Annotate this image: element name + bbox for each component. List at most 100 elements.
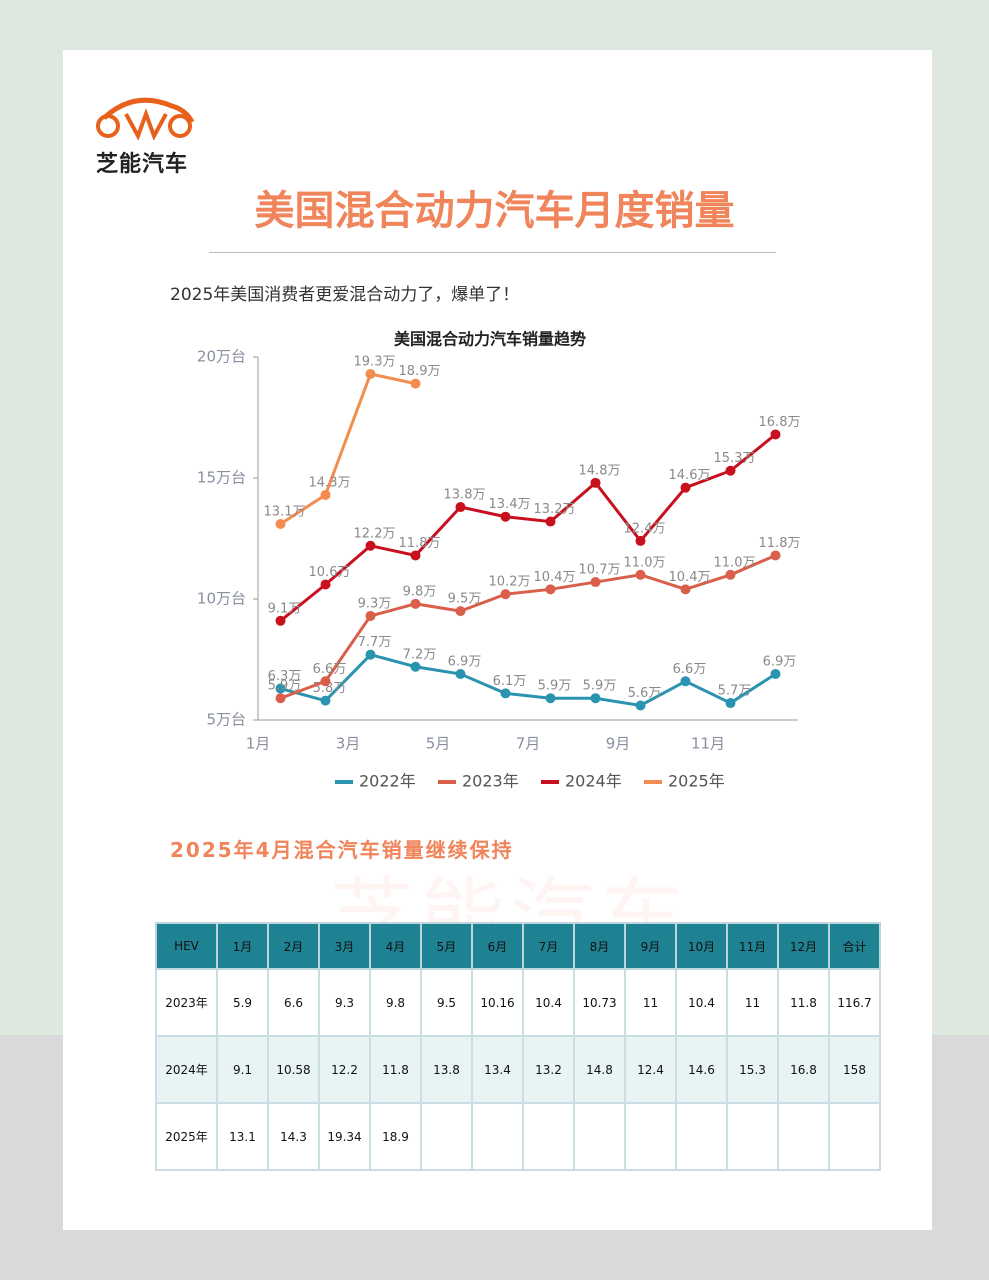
table-cell: 2023年: [155, 968, 218, 1037]
data-label: 5.7万: [718, 684, 752, 699]
table-cell: 10.4: [675, 968, 728, 1037]
data-point: [365, 368, 376, 379]
y-tick-label: 5万台: [206, 711, 246, 729]
data-point: [545, 516, 556, 527]
x-tick-label: 1月: [246, 735, 271, 753]
table-cell: 13.1: [216, 1102, 269, 1171]
legend-label: 2024年: [565, 772, 622, 791]
table-cell: [777, 1102, 830, 1171]
table-cell: 158: [828, 1035, 881, 1104]
data-point: [635, 569, 646, 580]
data-label: 5.9万: [268, 679, 302, 694]
table-row: 2024年 9.1 10.58 12.2 11.8 13.8 13.4 13.2 14.8 12.…: [155, 1035, 881, 1104]
table-cell: 19.34: [318, 1102, 371, 1171]
table-cell: 10.16: [471, 968, 524, 1037]
header-cell: 3月: [318, 922, 371, 970]
data-point: [725, 465, 736, 476]
table-cell: 2025年: [155, 1102, 218, 1171]
header-cell: 11月: [726, 922, 779, 970]
logo-arc: [102, 97, 195, 124]
data-point: [590, 477, 601, 488]
divider: [209, 252, 776, 253]
table-cell: [828, 1102, 881, 1171]
data-point: [410, 598, 421, 609]
y-tick-label: 15万台: [197, 469, 246, 487]
table-cell: 9.3: [318, 968, 371, 1037]
page-title: 美国混合动力汽车月度销量: [254, 188, 735, 234]
table-cell: 10.4: [522, 968, 575, 1037]
table-cell: 18.9: [369, 1102, 422, 1171]
data-label: 9.1万: [268, 601, 302, 616]
data-point: [275, 518, 286, 529]
table-cell: 13.2: [522, 1035, 575, 1104]
data-point: [365, 610, 376, 621]
table-cell: 11: [726, 968, 779, 1037]
data-point: [320, 676, 331, 687]
legend-label: 2022年: [359, 772, 416, 791]
data-label: 13.1万: [264, 504, 306, 519]
data-label: 6.3万: [268, 669, 302, 684]
data-point: [770, 669, 781, 680]
data-label: 6.6万: [313, 662, 347, 677]
data-label: 7.2万: [403, 647, 437, 662]
data-label: 11.8万: [759, 536, 801, 551]
logo-wheel: [168, 114, 192, 138]
data-point: [500, 511, 511, 522]
data-label: 5.6万: [628, 686, 662, 701]
data-label: 13.8万: [444, 488, 486, 503]
data-label: 15.3万: [714, 451, 756, 466]
data-label: 18.9万: [399, 364, 441, 379]
series-line: [279, 372, 416, 526]
x-tick-label: 3月: [336, 735, 361, 753]
table-cell: 5.9: [216, 968, 269, 1037]
x-tick-label: 7月: [516, 735, 541, 753]
data-label: 11.8万: [399, 536, 441, 551]
data-table: HEV 1月 2月 3月 4月 5月 6月 7月 8月 9月 10月 11月 12月 合计 2023年 5.9…: [155, 922, 881, 1171]
header-cell: HEV: [155, 922, 218, 970]
table-cell: 14.8: [573, 1035, 626, 1104]
logo-mark: [96, 97, 195, 140]
series-line: [279, 554, 777, 700]
table-cell: 12.2: [318, 1035, 371, 1104]
data-point: [275, 683, 286, 694]
series-line: [280, 652, 777, 708]
table-cell: [471, 1102, 524, 1171]
table-cell: 14.3: [267, 1102, 320, 1171]
data-point: [545, 693, 556, 704]
data-label: 9.3万: [358, 596, 392, 611]
data-point: [770, 429, 781, 440]
data-label: 14.6万: [669, 468, 711, 483]
data-label: 6.1万: [493, 674, 527, 689]
table-cell: 10.58: [267, 1035, 320, 1104]
data-point: [275, 693, 286, 704]
data-point: [275, 615, 286, 626]
data-label: 14.3万: [309, 475, 351, 490]
x-tick-label: 11月: [691, 735, 725, 753]
table-cell: [675, 1102, 728, 1171]
table-cell: 12.4: [624, 1035, 677, 1104]
data-point: [410, 661, 421, 672]
data-label: 11.0万: [624, 555, 666, 570]
chart-title: 美国混合动力汽车销量趋势: [394, 330, 586, 349]
data-point: [365, 540, 376, 551]
data-label: 9.8万: [403, 584, 437, 599]
data-label: 5.9万: [583, 679, 617, 694]
table-cell: 11.8: [369, 1035, 422, 1104]
table-cell: [624, 1102, 677, 1171]
data-label: 13.4万: [489, 497, 531, 512]
data-label: 5.8万: [313, 681, 347, 696]
data-label: 6.6万: [673, 662, 707, 677]
data-point: [500, 688, 511, 699]
header-cell: 2月: [267, 922, 320, 970]
data-point: [590, 577, 601, 588]
table-cell: [573, 1102, 626, 1171]
data-point: [725, 698, 736, 709]
data-label: 10.4万: [669, 570, 711, 585]
table-cell: 9.5: [420, 968, 473, 1037]
table-cell: 13.8: [420, 1035, 473, 1104]
data-point: [680, 482, 691, 493]
data-point: [455, 502, 466, 513]
data-label: 10.7万: [579, 563, 621, 578]
data-label: 12.2万: [354, 526, 396, 541]
